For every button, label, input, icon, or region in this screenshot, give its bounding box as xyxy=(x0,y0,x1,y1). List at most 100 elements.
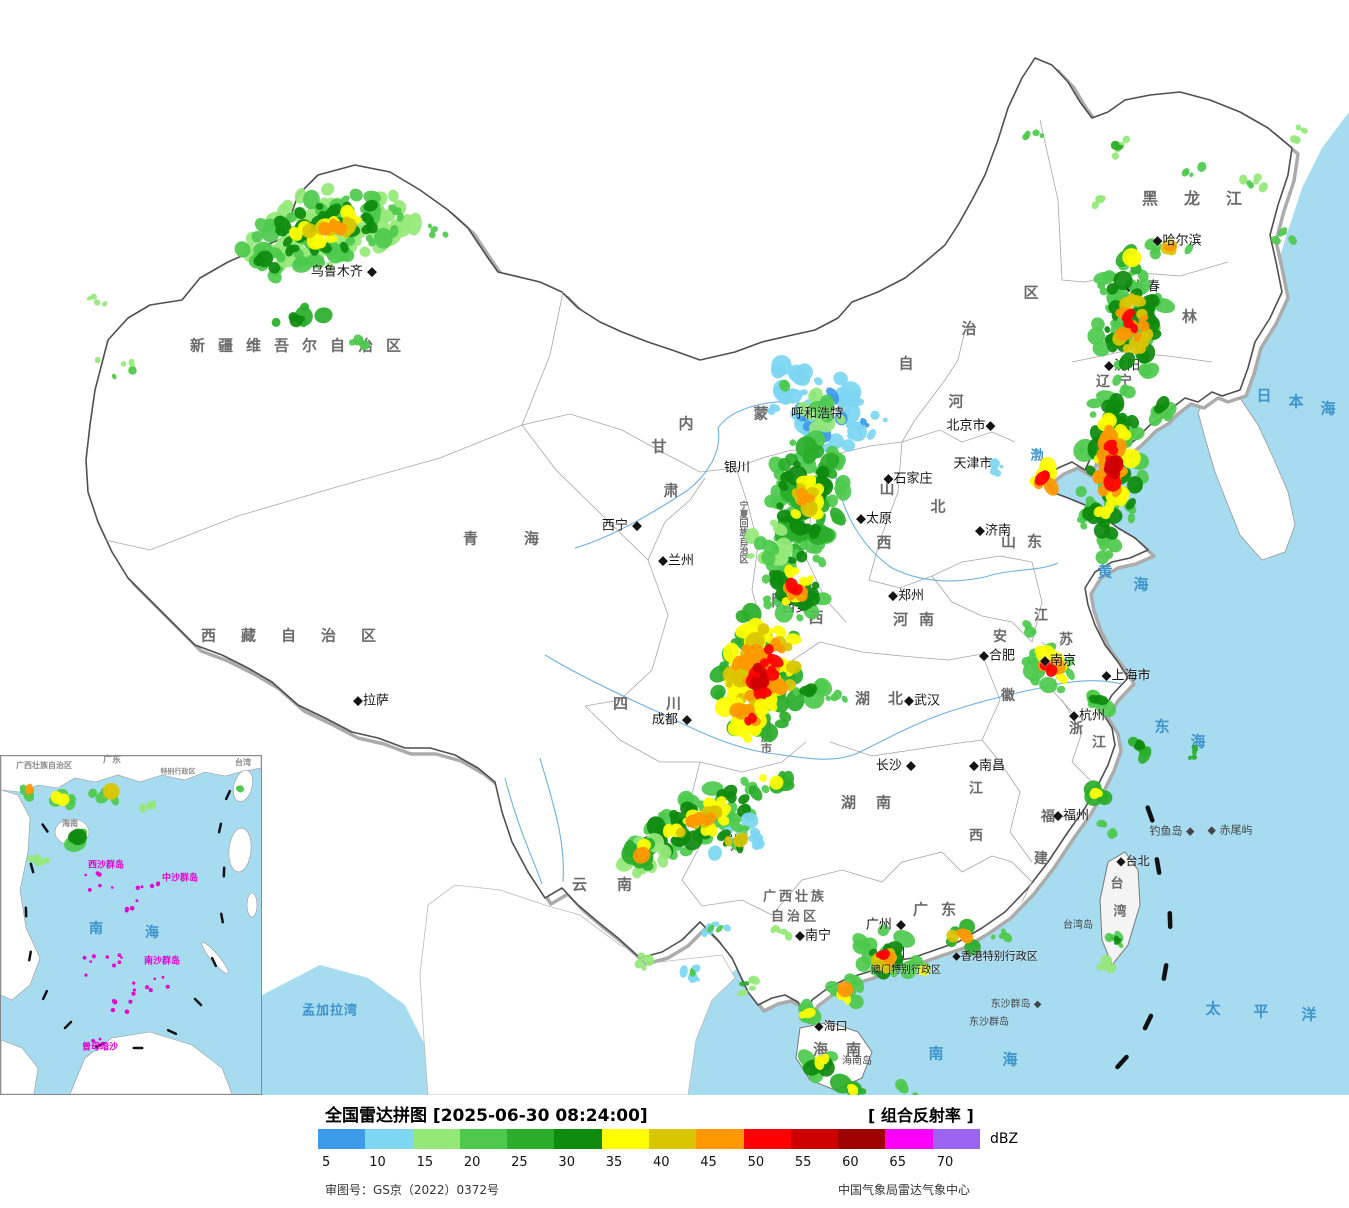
ocean-group xyxy=(262,112,1349,1095)
boundary-dash xyxy=(210,956,218,968)
island-dot xyxy=(84,973,88,977)
inset-luzon xyxy=(228,827,252,873)
island-dot xyxy=(117,953,122,957)
island-dot xyxy=(140,885,144,889)
boundary-dash xyxy=(28,950,32,962)
island-dot xyxy=(153,977,156,981)
island-dot xyxy=(135,885,140,890)
colorbar-cell-70 xyxy=(932,1129,980,1149)
colorbar-tick: 15 xyxy=(416,1155,434,1170)
colorbar-tick: 35 xyxy=(605,1155,623,1170)
boundary-dash xyxy=(29,862,35,874)
inset-malay xyxy=(0,1039,39,1095)
colorbar-cell-55 xyxy=(790,1129,839,1149)
island-dot xyxy=(112,963,116,968)
colorbar-cell-65 xyxy=(885,1129,933,1149)
colorbar-cell-30 xyxy=(554,1129,602,1149)
colorbar-cell-40 xyxy=(648,1129,697,1149)
colorbar-tick: 25 xyxy=(511,1155,528,1170)
island-dot xyxy=(149,883,155,889)
island-dot xyxy=(124,1009,130,1014)
approval-number: 审图号：GS京（2022）0372号 xyxy=(325,1183,499,1197)
colorbar-tick: 45 xyxy=(700,1155,717,1170)
colorbar-cell-15 xyxy=(412,1129,460,1149)
colorbar-cell-50 xyxy=(743,1129,791,1149)
island-dot xyxy=(98,1037,102,1041)
island-dot xyxy=(145,985,150,990)
boundary-dash xyxy=(63,1020,73,1030)
colorbar-cell-20 xyxy=(459,1129,508,1149)
inset-island-dots xyxy=(82,871,170,1043)
island-dot xyxy=(132,981,136,985)
colorbar-cell-25 xyxy=(507,1129,555,1149)
colorbar-tick: 65 xyxy=(889,1155,906,1170)
island-dot xyxy=(124,908,129,913)
island-dot xyxy=(111,999,116,1003)
island-dot xyxy=(132,988,136,992)
boundary-dash xyxy=(217,822,223,834)
boundary-dash xyxy=(1167,911,1173,929)
colorbar-tick: 60 xyxy=(842,1155,859,1170)
colorbar xyxy=(318,1129,980,1149)
south-china-sea-inset xyxy=(0,755,262,1095)
colorbar-tick: 55 xyxy=(794,1155,812,1170)
bay-of-bengal xyxy=(262,965,428,1095)
china-radar-map: 黑龙江 吉林 辽宁内蒙古自治区新疆维吾尔自治区甘肃青海 西藏自治区 四川 云南贵州广西壮族… xyxy=(0,57,1349,1095)
island-dot xyxy=(111,886,114,889)
island-dot xyxy=(110,1007,116,1013)
island-dot xyxy=(84,873,87,877)
island-dot xyxy=(129,906,135,911)
inset-palawan xyxy=(201,942,229,974)
boundary-dash xyxy=(24,906,28,918)
island-dot xyxy=(98,883,102,888)
boundary-dash xyxy=(41,823,49,833)
inset-nine-dash-line xyxy=(24,789,232,1050)
island-dot xyxy=(91,1039,95,1043)
island-dot xyxy=(117,960,122,964)
legend-unit-label: dBZ xyxy=(990,1131,1019,1147)
colorbar-cell-35 xyxy=(601,1129,649,1149)
boundary-dash xyxy=(220,912,224,924)
island-dot xyxy=(120,956,123,959)
boundary-dash xyxy=(41,989,49,1001)
island-dot xyxy=(89,960,92,963)
island-dot xyxy=(161,975,165,979)
legend-title: 全国雷达拼图 [2025-06-30 08:24:00] xyxy=(325,1106,648,1126)
colorbar-cell-5 xyxy=(318,1129,366,1149)
boundary-dash xyxy=(1145,805,1155,823)
boundary-dash xyxy=(166,1028,178,1036)
colorbar-tick: 5 xyxy=(322,1155,331,1170)
basemap-svg xyxy=(0,57,1349,1095)
island-dot xyxy=(91,954,96,959)
colorbar-cell-10 xyxy=(365,1129,413,1149)
island-dot xyxy=(128,999,133,1004)
nine-dash-line xyxy=(1115,805,1173,1070)
boundary-dash xyxy=(132,1046,144,1050)
inset-vietnam xyxy=(0,789,41,1001)
colorbar-ticks: 5 10 15 20 25 30 35 40 45 50 55 60 65 70 xyxy=(318,1155,998,1171)
inset-philippines-chain xyxy=(246,892,258,918)
colorbar-tick: 30 xyxy=(558,1155,575,1170)
island-dot xyxy=(97,872,102,877)
legend-panel: 全国雷达拼图 [2025-06-30 08:24:00] [ 组合反射率 ] d… xyxy=(0,1095,1349,1208)
island-dot xyxy=(135,899,139,903)
boundary-dash xyxy=(1154,857,1162,875)
indochina-land xyxy=(419,884,736,1095)
legend-product-label: [ 组合反射率 ] xyxy=(868,1106,974,1125)
island-dot xyxy=(105,955,110,959)
colorbar-cell-45 xyxy=(696,1129,744,1149)
boundary-dash xyxy=(224,789,232,801)
credit: 中国气象局雷达气象中心 xyxy=(838,1183,971,1197)
island-dot xyxy=(165,984,170,989)
boundary-dash xyxy=(222,866,226,878)
colorbar-tick: 10 xyxy=(369,1155,386,1170)
boundary-dash xyxy=(94,1041,106,1049)
island-dot xyxy=(82,955,87,960)
boundary-dash xyxy=(1142,1013,1154,1031)
boundary-dash xyxy=(193,997,203,1007)
east-ocean xyxy=(688,112,1349,1095)
island-dot xyxy=(131,991,136,996)
colorbar-tick: 70 xyxy=(936,1155,954,1170)
inset-borneo xyxy=(69,1031,233,1095)
